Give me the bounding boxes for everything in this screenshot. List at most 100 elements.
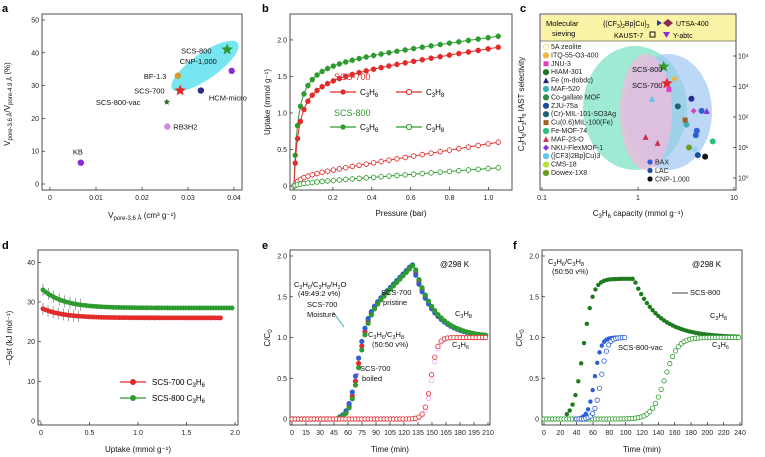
legend-scs700-c3h8-label: C3H8 xyxy=(426,88,445,99)
legend-marker xyxy=(542,111,550,118)
point-rb3h2 xyxy=(164,123,171,130)
f-label-scs800vac: SCS-800-vac xyxy=(618,343,663,352)
legend-marker xyxy=(542,43,550,51)
data-point xyxy=(590,294,595,299)
y-tick-label: 10⁴ xyxy=(738,54,749,61)
legend-item-12: NKU-FlexMOF-1 xyxy=(551,145,603,152)
data-point xyxy=(475,47,481,54)
data-point xyxy=(305,180,311,186)
data-point xyxy=(592,405,598,411)
header-sieving: sieving xyxy=(552,29,575,38)
data-point xyxy=(410,58,417,64)
data-point xyxy=(429,372,435,378)
data-point xyxy=(672,348,679,354)
data-point xyxy=(342,73,349,80)
legend-scs700-title: SCS-700 xyxy=(334,72,371,82)
data-point xyxy=(314,72,320,78)
data-point xyxy=(667,361,673,367)
x-tick-label: 105 xyxy=(384,430,396,437)
y-tick-label: 0 xyxy=(283,184,287,191)
point-circle xyxy=(702,153,709,160)
x-tick-label: 120 xyxy=(398,430,410,437)
point-triangle xyxy=(703,107,710,114)
data-point xyxy=(406,266,413,272)
y-tick-label: 1.5 xyxy=(277,74,287,81)
e-label-feed2-ratio: (50:50 v%) xyxy=(372,340,409,349)
panel-b-ylabel: Uptake (mmol g⁻¹) xyxy=(263,69,272,135)
legend-marker xyxy=(543,120,549,126)
data-point xyxy=(633,280,638,285)
data-point xyxy=(319,83,325,90)
legend-right-2: CNP-1,000 xyxy=(655,177,690,184)
point-circle xyxy=(688,95,695,102)
data-point xyxy=(410,45,417,52)
y-tick-label: 10 xyxy=(31,149,39,156)
data-point xyxy=(359,347,365,353)
data-point xyxy=(336,75,343,82)
data-point xyxy=(596,282,601,288)
panel-f-xlabel: Time (min) xyxy=(623,445,661,454)
point-label-rb3h2: RB3H2 xyxy=(173,123,197,132)
data-point xyxy=(419,57,425,63)
legend-marker xyxy=(542,85,550,93)
data-point xyxy=(573,392,578,398)
data-point xyxy=(378,173,384,180)
point-triangle xyxy=(642,133,649,140)
data-point xyxy=(585,407,591,412)
data-point xyxy=(352,382,359,388)
data-point xyxy=(342,59,349,65)
data-point xyxy=(622,334,628,341)
x-tick-label: 60 xyxy=(344,430,352,437)
header-molecular: Molecular xyxy=(546,19,579,28)
point-hcm-micro xyxy=(197,87,205,94)
panel-d-legend: SCS-700 C3H6 SCS-800 C3H6 xyxy=(120,378,206,405)
panel-d-xlabel: Uptake (mmol g⁻¹) xyxy=(105,445,171,454)
x-tick-label: 15 xyxy=(302,430,310,437)
point-circle xyxy=(674,103,681,110)
data-point xyxy=(314,87,320,94)
point-star xyxy=(657,60,670,72)
x-tick-label: 0 xyxy=(290,430,294,437)
data-point xyxy=(324,80,331,87)
legend-d-scs800: SCS-800 C3H6 xyxy=(152,394,206,405)
data-point xyxy=(422,292,428,298)
data-point xyxy=(485,46,491,52)
e-label-feed1-ratio: (49:49:2 v%) xyxy=(298,289,341,298)
data-point xyxy=(386,63,392,69)
data-point xyxy=(229,305,235,311)
data-point xyxy=(465,144,472,150)
data-point xyxy=(485,34,491,41)
x-tick-label: 0.8 xyxy=(445,195,455,202)
data-point xyxy=(370,52,377,59)
data-point xyxy=(495,139,501,145)
data-point xyxy=(386,173,392,179)
data-point xyxy=(309,179,315,186)
data-point xyxy=(435,343,441,349)
data-point xyxy=(410,171,417,177)
y-tick-label: 10³ xyxy=(738,84,749,91)
x-tick-label: 0.03 xyxy=(181,195,195,202)
data-point xyxy=(601,358,607,364)
data-point xyxy=(428,170,434,176)
y-tick-label: 10² xyxy=(738,115,749,122)
x-tick-label: 180 xyxy=(685,430,697,437)
y-tick-label: 0.5 xyxy=(277,147,287,154)
legend-item-13: ([CF3)2Bp]Cu)3 xyxy=(551,153,601,160)
data-point xyxy=(370,160,377,166)
data-point xyxy=(363,54,369,60)
x-tick-label: 30 xyxy=(316,430,324,437)
legend-marker xyxy=(542,153,550,160)
panel-b-frame xyxy=(289,13,513,191)
data-point xyxy=(356,162,362,168)
c-ann-scs700: SCS-700 xyxy=(632,81,662,90)
data-point xyxy=(465,49,472,55)
data-point xyxy=(370,174,377,180)
data-point xyxy=(346,405,352,411)
y-abtc-marker xyxy=(663,32,670,38)
data-point xyxy=(564,411,570,417)
data-point xyxy=(428,43,434,49)
data-point xyxy=(456,50,462,57)
y-tick-label: 30 xyxy=(27,300,35,307)
data-point xyxy=(363,161,369,167)
data-point xyxy=(446,168,453,175)
